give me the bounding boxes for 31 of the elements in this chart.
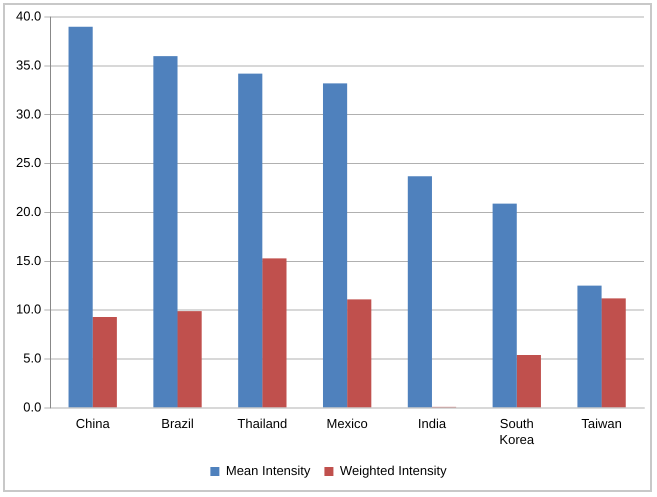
y-tick-label: 25.0: [16, 155, 42, 170]
x-tick-label: Thailand: [237, 416, 288, 432]
y-tick-label: 40.0: [16, 8, 42, 24]
bar: [238, 74, 262, 408]
bar: [577, 286, 602, 408]
y-tick-label: 10.0: [16, 302, 42, 317]
x-tick-label: Brazil: [161, 416, 194, 432]
bar: [68, 26, 93, 408]
y-tick-label: 0.0: [23, 399, 42, 414]
bar: [347, 299, 372, 408]
bar: [492, 204, 517, 408]
bar: [322, 83, 348, 408]
x-tick-label: Taiwan: [581, 416, 622, 432]
bar: [92, 316, 117, 408]
bar: [262, 258, 287, 408]
legend-label: Weighted Intensity: [340, 463, 448, 478]
y-tick-label: 20.0: [16, 204, 42, 219]
y-tick-label: 30.0: [16, 106, 42, 122]
bar: [602, 298, 626, 408]
y-tick-label: 5.0: [23, 350, 42, 366]
legend-label: Mean Intensity: [226, 463, 311, 478]
bar: [153, 56, 178, 408]
x-tick-label: South Korea: [499, 416, 535, 447]
y-tick-label: 35.0: [16, 57, 42, 72]
bar: [178, 311, 202, 408]
x-tick-label: India: [418, 416, 447, 432]
x-tick-label: China: [76, 416, 110, 432]
bar: [516, 355, 541, 408]
y-tick-label: 15.0: [16, 252, 42, 268]
x-tick-label: Mexico: [326, 416, 368, 432]
bar: [408, 176, 432, 408]
